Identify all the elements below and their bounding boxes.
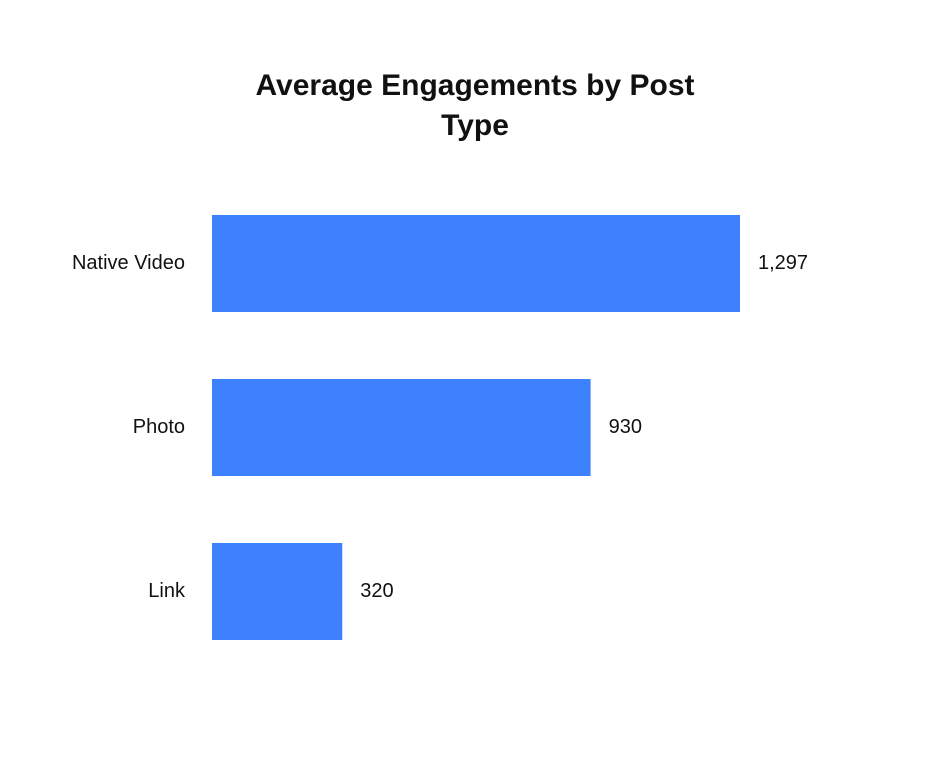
value-label: 930: [609, 416, 642, 438]
category-label: Link: [148, 580, 186, 602]
category-label: Native Video: [72, 252, 185, 274]
category-label: Photo: [133, 416, 185, 438]
chart-title: Average Engagements by Post Type: [255, 69, 695, 142]
bar: [212, 543, 343, 640]
value-label: 320: [360, 580, 393, 602]
value-label: 1,297: [758, 252, 808, 274]
bar: [212, 379, 591, 476]
bar: [212, 215, 740, 312]
